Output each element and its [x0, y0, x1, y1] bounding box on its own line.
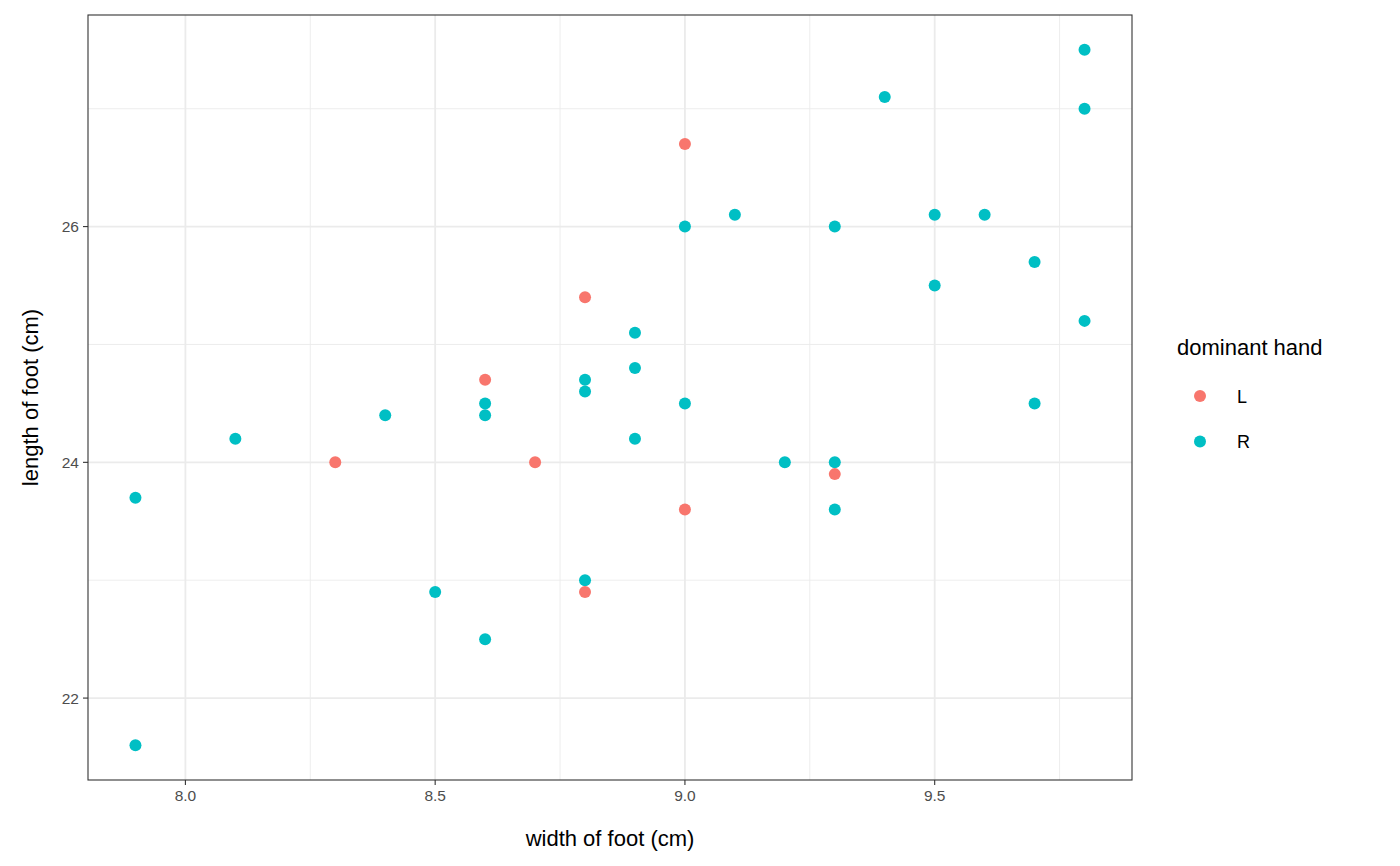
legend-key — [1194, 390, 1206, 402]
point — [129, 739, 141, 751]
axes: 8.0 8.5 9.0 9.5 22 24 26 — [62, 218, 946, 804]
grid-line — [185, 15, 187, 780]
minor-grid-line — [809, 15, 810, 780]
legend-key — [1194, 436, 1206, 448]
tick-label: 8.5 — [424, 787, 446, 804]
point — [579, 386, 591, 398]
point — [1029, 397, 1041, 409]
point — [229, 433, 241, 445]
tick-label: 24 — [62, 454, 80, 471]
point — [429, 586, 441, 598]
grid-line — [934, 15, 936, 780]
point — [479, 374, 491, 386]
grid-line — [88, 461, 1132, 463]
point — [779, 456, 791, 468]
panel-border — [88, 15, 1132, 780]
legend-label: L — [1237, 387, 1247, 407]
tick-mark — [934, 780, 935, 785]
grid-line — [88, 226, 1132, 228]
minor-grid-line — [560, 15, 561, 780]
point — [379, 409, 391, 421]
point — [479, 397, 491, 409]
point — [579, 291, 591, 303]
points — [129, 44, 1090, 751]
point — [529, 456, 541, 468]
point — [829, 456, 841, 468]
point — [679, 397, 691, 409]
legend: dominant hand L R — [1177, 335, 1323, 452]
point — [579, 586, 591, 598]
grid — [88, 15, 1132, 780]
tick-label: 9.0 — [674, 787, 696, 804]
tick-mark — [83, 462, 88, 463]
panel-background — [88, 15, 1132, 780]
tick-label: 8.0 — [175, 787, 197, 804]
tick-mark — [185, 780, 186, 785]
point — [729, 209, 741, 221]
tick-mark — [684, 780, 685, 785]
tick-mark — [83, 226, 88, 227]
tick-label: 9.5 — [924, 787, 946, 804]
point — [479, 633, 491, 645]
y-axis-title: length of foot (cm) — [18, 309, 43, 486]
point — [629, 362, 641, 374]
minor-grid-line — [88, 580, 1132, 581]
tick-mark — [83, 698, 88, 699]
point — [579, 374, 591, 386]
point — [479, 409, 491, 421]
legend-title: dominant hand — [1177, 335, 1323, 360]
point — [1029, 256, 1041, 268]
point — [579, 574, 591, 586]
point — [1079, 315, 1091, 327]
point — [829, 503, 841, 515]
point — [629, 433, 641, 445]
minor-grid-line — [310, 15, 311, 780]
grid-line — [88, 697, 1132, 699]
point — [929, 209, 941, 221]
point — [879, 91, 891, 103]
point — [129, 492, 141, 504]
point — [679, 138, 691, 150]
point — [679, 503, 691, 515]
point — [829, 468, 841, 480]
point — [629, 327, 641, 339]
tick-mark — [435, 780, 436, 785]
minor-grid-line — [88, 344, 1132, 345]
point — [1079, 44, 1091, 56]
point — [929, 280, 941, 292]
legend-label: R — [1237, 432, 1250, 452]
chart: 8.0 8.5 9.0 9.5 22 24 26 width of foot (cm) leng… — [0, 0, 1400, 866]
point — [679, 221, 691, 233]
point — [829, 221, 841, 233]
grid-line — [434, 15, 436, 780]
tick-label: 22 — [62, 690, 79, 707]
point — [329, 456, 341, 468]
tick-label: 26 — [62, 218, 79, 235]
minor-grid-line — [1059, 15, 1060, 780]
point — [979, 209, 991, 221]
point — [1079, 103, 1091, 115]
minor-grid-line — [88, 108, 1132, 109]
x-axis-title: width of foot (cm) — [525, 826, 695, 851]
